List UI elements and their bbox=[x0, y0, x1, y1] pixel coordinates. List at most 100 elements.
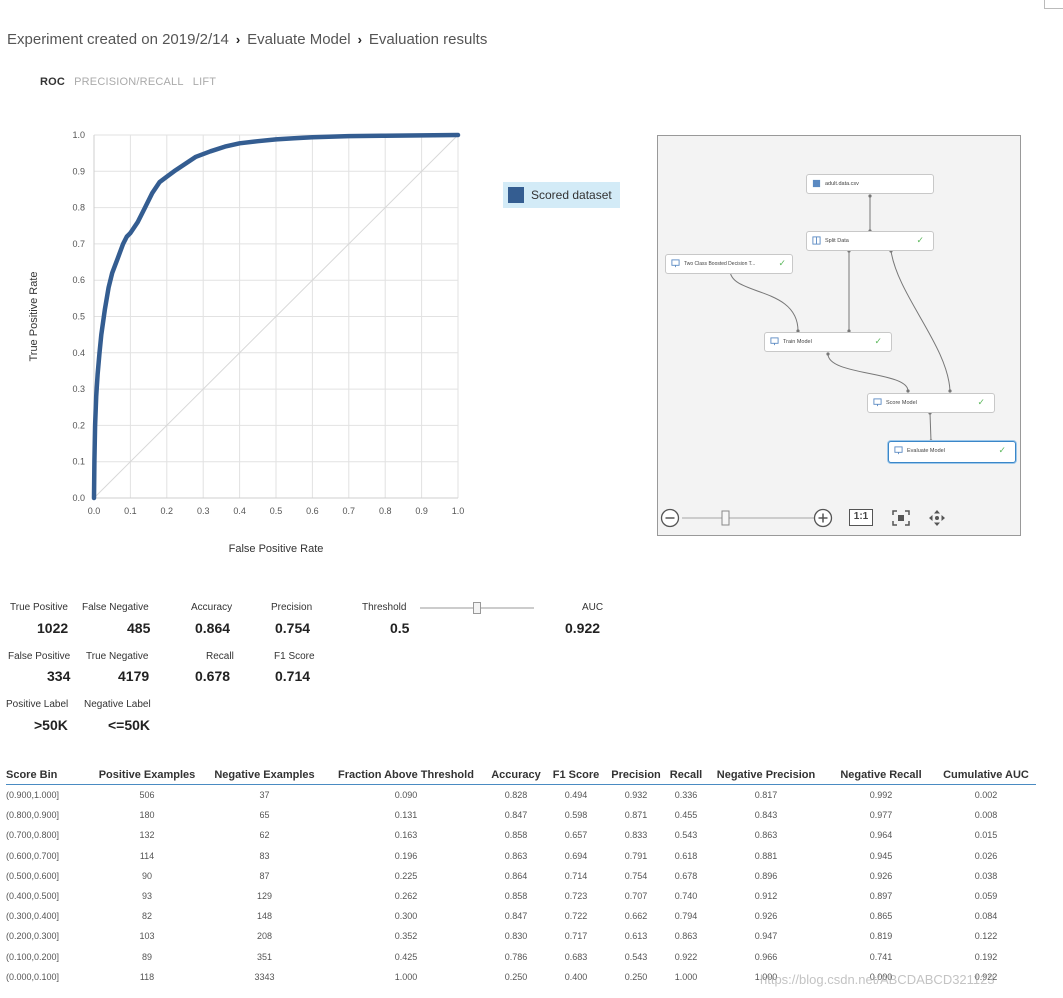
check-icon: ✓ bbox=[998, 445, 1006, 455]
column-header[interactable]: Accuracy bbox=[491, 769, 541, 781]
table-cell: 0.819 bbox=[869, 931, 893, 942]
table-cell: 0.865 bbox=[869, 911, 893, 922]
table-cell: 0.945 bbox=[869, 850, 893, 861]
model-icon bbox=[873, 398, 882, 407]
column-header[interactable]: Negative Precision bbox=[716, 769, 816, 781]
connector-split-score bbox=[890, 250, 951, 392]
x-axis-title: False Positive Rate bbox=[229, 543, 324, 555]
node-split-data[interactable]: Split Data ✓ bbox=[806, 231, 934, 251]
column-header[interactable]: Precision bbox=[611, 769, 661, 781]
threshold-slider-thumb[interactable] bbox=[473, 602, 481, 614]
table-cell: 89 bbox=[141, 951, 152, 962]
node-two-class-boosted[interactable]: Two Class Boosted Decision T... ✓ bbox=[665, 254, 793, 274]
x-tick-label: 0.6 bbox=[306, 506, 319, 516]
zoom-slider[interactable] bbox=[682, 508, 818, 528]
table-cell: 0.912 bbox=[754, 891, 778, 902]
table-cell: 0.863 bbox=[754, 830, 778, 841]
table-cell: 65 bbox=[259, 810, 270, 821]
threshold-value: 0.5 bbox=[390, 620, 410, 636]
table-cell: 118 bbox=[139, 971, 155, 982]
column-header[interactable]: Recall bbox=[669, 769, 703, 781]
table-cell: 0.084 bbox=[974, 911, 998, 922]
table-cell: (0.900,1.000] bbox=[6, 790, 60, 801]
table-row: (0.500,0.600] 90 87 0.225 0.864 0.714 0.754 0.6… bbox=[6, 866, 1036, 886]
precision-label: Precision bbox=[271, 602, 313, 613]
table-cell: 0.250 bbox=[504, 971, 528, 982]
legend-scored-dataset[interactable]: Scored dataset bbox=[503, 182, 620, 208]
actual-size-button[interactable]: 1:1 bbox=[849, 509, 873, 526]
table-cell: 0.683 bbox=[564, 951, 588, 962]
model-icon bbox=[770, 337, 779, 346]
x-tick-label: 0.8 bbox=[379, 506, 392, 516]
table-cell: 0.754 bbox=[624, 870, 648, 881]
table-cell: 0.678 bbox=[674, 870, 698, 881]
table-cell: 0.657 bbox=[564, 830, 588, 841]
x-tick-label: 0.7 bbox=[343, 506, 356, 516]
column-header[interactable]: Negative Examples bbox=[214, 769, 315, 781]
zoom-slider-thumb[interactable] bbox=[721, 510, 730, 526]
table-row: (0.300,0.400] 82 148 0.300 0.847 0.722 0.662 0.… bbox=[6, 906, 1036, 926]
x-tick-label: 0.4 bbox=[233, 506, 246, 516]
table-cell: 0.598 bbox=[564, 810, 588, 821]
node-train-model[interactable]: Train Model ✓ bbox=[764, 332, 892, 352]
f1-score-value: 0.714 bbox=[275, 668, 311, 684]
table-cell: 148 bbox=[256, 911, 273, 922]
table-cell: 0.090 bbox=[394, 790, 418, 801]
breadcrumb-evaluate-model[interactable]: Evaluate Model bbox=[247, 31, 351, 48]
y-tick-label: 0.2 bbox=[72, 420, 85, 430]
table-cell: 82 bbox=[141, 911, 152, 922]
zoom-in-icon[interactable] bbox=[813, 508, 833, 528]
window-corner-frame bbox=[1044, 0, 1063, 9]
column-header[interactable]: Negative Recall bbox=[840, 769, 922, 781]
column-header[interactable]: Score Bin bbox=[6, 769, 58, 781]
column-header[interactable]: F1 Score bbox=[552, 769, 600, 781]
roc-chart: 0.0 0.1 0.2 0.3 0.4 0.5 0.6 0.7 0.8 0.9 1.0 0.0 0.1 0… bbox=[28, 130, 464, 555]
table-cell: 180 bbox=[139, 810, 155, 821]
y-tick-label: 0.5 bbox=[72, 312, 85, 322]
accuracy-label: Accuracy bbox=[191, 602, 233, 613]
table-cell: 0.400 bbox=[564, 971, 588, 982]
table-cell: 0.455 bbox=[674, 810, 698, 821]
node-evaluate-model[interactable]: Evaluate Model ✓ bbox=[888, 441, 1016, 463]
check-icon: ✓ bbox=[977, 397, 985, 407]
pan-icon[interactable] bbox=[927, 508, 947, 528]
node-adult-data[interactable]: adult.data.csv bbox=[806, 174, 934, 194]
node-score-model[interactable]: Score Model ✓ bbox=[867, 393, 995, 413]
table-cell: 0.833 bbox=[624, 830, 648, 841]
table-row: (0.400,0.500] 93 129 0.262 0.858 0.723 0.707 0.… bbox=[6, 886, 1036, 906]
graph-zoom-controls: 1:1 bbox=[658, 506, 1020, 532]
column-header[interactable]: Cumulative AUC bbox=[943, 769, 1029, 781]
table-cell: 114 bbox=[139, 850, 155, 861]
experiment-graph-panel[interactable]: adult.data.csv Split Data ✓ Two Class Bo… bbox=[657, 135, 1021, 536]
fit-to-screen-icon[interactable] bbox=[891, 509, 911, 527]
table-cell: 0.992 bbox=[869, 790, 893, 801]
negative-label-label: Negative Label bbox=[84, 699, 151, 710]
table-cell: 0.858 bbox=[504, 891, 528, 902]
tab-roc[interactable]: ROC bbox=[40, 76, 66, 88]
threshold-label: Threshold bbox=[362, 602, 407, 613]
table-body: (0.900,1.000] 506 37 0.090 0.828 0.494 0.932 0.… bbox=[6, 785, 1036, 987]
legend-swatch bbox=[508, 187, 524, 203]
table-header-row: Score Bin Positive Examples Negative Examp… bbox=[6, 766, 1036, 785]
table-cell: 0.002 bbox=[974, 790, 998, 801]
table-cell: 0.881 bbox=[754, 850, 778, 861]
table-cell: 1.000 bbox=[754, 971, 778, 982]
y-tick-label: 0.4 bbox=[72, 348, 85, 358]
tab-lift[interactable]: LIFT bbox=[192, 76, 217, 88]
y-tick-label: 0.8 bbox=[72, 203, 85, 213]
table-cell: 0.740 bbox=[674, 891, 698, 902]
connector-score-evaluate bbox=[929, 412, 932, 442]
table-cell: 0.871 bbox=[624, 810, 648, 821]
column-header[interactable]: Fraction Above Threshold bbox=[338, 769, 474, 781]
tab-precision-recall[interactable]: PRECISION/RECALL bbox=[74, 76, 184, 88]
breadcrumb-experiment[interactable]: Experiment created on 2019/2/14 bbox=[7, 31, 229, 48]
accuracy-value: 0.864 bbox=[195, 620, 231, 636]
table-cell: 0.225 bbox=[394, 870, 418, 881]
table-cell: 0.830 bbox=[504, 931, 528, 942]
table-cell: 0.897 bbox=[869, 891, 893, 902]
column-header[interactable]: Positive Examples bbox=[98, 769, 196, 781]
threshold-slider[interactable] bbox=[420, 602, 534, 614]
zoom-out-icon[interactable] bbox=[660, 508, 680, 528]
x-tick-label: 0.1 bbox=[124, 506, 137, 516]
roc-series-line bbox=[91, 132, 461, 501]
